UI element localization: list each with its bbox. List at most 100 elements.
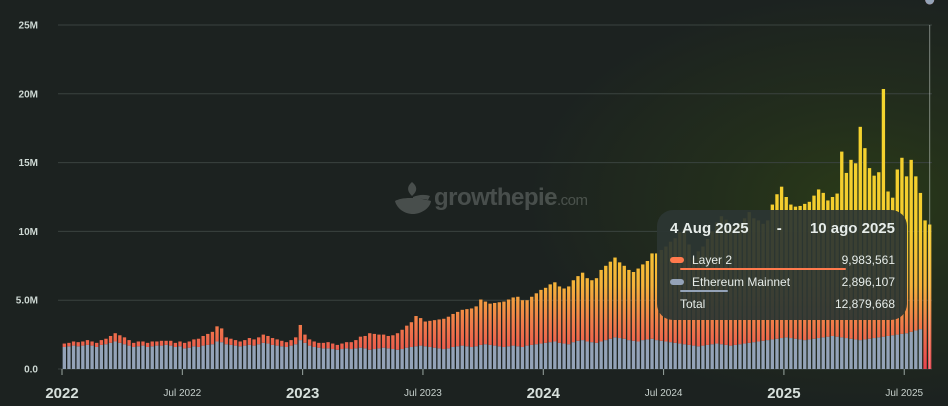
bar-ethereum-mainnet <box>363 348 367 369</box>
bar-ethereum-mainnet <box>432 347 437 369</box>
bar-ethereum-mainnet <box>900 333 904 369</box>
bar-layer-2 <box>590 280 594 343</box>
bar-layer-2 <box>294 337 298 345</box>
tooltip-row-total: Total 12,879,668 <box>670 293 895 315</box>
bar-layer-2 <box>344 342 349 349</box>
bar-ethereum-mainnet <box>914 330 918 369</box>
bar-ethereum-mainnet <box>118 342 122 369</box>
bar-ethereum-mainnet <box>816 338 821 369</box>
bar-ethereum-mainnet <box>442 349 446 369</box>
bar-ethereum-mainnet <box>775 338 779 369</box>
bar-ethereum-mainnet <box>692 345 696 369</box>
bar-layer-2 <box>511 297 515 346</box>
bar-layer-2 <box>201 335 205 346</box>
bar-ethereum-mainnet <box>136 346 141 369</box>
bar-ethereum-mainnet <box>668 342 673 369</box>
bar-layer-2 <box>414 316 418 347</box>
bar-ethereum-mainnet <box>784 337 788 369</box>
bar-layer-2 <box>145 342 150 347</box>
bar-ethereum-mainnet <box>729 345 733 369</box>
bar-layer-2 <box>914 176 918 331</box>
bar-ethereum-mainnet <box>770 339 775 369</box>
bar-layer-2 <box>534 293 539 345</box>
x-tick-label: 2025 <box>767 385 800 402</box>
y-tick-label: 10M <box>19 227 38 238</box>
bar-layer-2 <box>118 335 122 343</box>
bar-ethereum-mainnet <box>400 349 404 369</box>
bar-layer-2 <box>483 301 488 345</box>
bar-ethereum-mainnet <box>807 339 812 369</box>
bar-layer-2 <box>506 299 511 347</box>
bar-layer-2 <box>562 288 566 344</box>
bar-ethereum-mainnet <box>918 329 923 369</box>
bar-layer-2 <box>432 320 437 348</box>
bar-layer-2 <box>650 253 654 339</box>
tooltip-label-ethereum-mainnet: Ethereum Mainnet <box>692 275 791 289</box>
bar-layer-2 <box>654 253 659 341</box>
bar-ethereum-mainnet <box>719 344 724 369</box>
bar-layer-2 <box>321 342 326 349</box>
bar-ethereum-mainnet <box>890 335 895 369</box>
bar-layer-2 <box>386 335 390 349</box>
bar-layer-2 <box>580 272 585 341</box>
bar-ethereum-mainnet <box>830 335 835 369</box>
bar-ethereum-mainnet <box>85 344 90 369</box>
bar-ethereum-mainnet <box>257 344 261 369</box>
bar-ethereum-mainnet <box>354 348 358 369</box>
bar-ethereum-mainnet <box>127 345 131 369</box>
bar-ethereum-mainnet <box>178 346 182 369</box>
x-tick-label: 2024 <box>527 385 561 402</box>
bar-ethereum-mainnet <box>405 347 409 369</box>
bar-layer-2 <box>257 337 261 345</box>
bar-layer-2 <box>331 343 335 350</box>
bar-ethereum-mainnet <box>604 340 608 369</box>
bar-layer-2 <box>617 262 622 339</box>
x-tick-label: Jul 2022 <box>163 388 201 399</box>
bar-ethereum-mainnet <box>326 348 330 369</box>
y-tick-label: 15M <box>19 158 38 169</box>
bar-ethereum-mainnet <box>705 344 710 369</box>
bar-ethereum-mainnet <box>493 345 497 369</box>
bar-ethereum-mainnet <box>219 342 224 369</box>
bar-ethereum-mainnet <box>835 336 839 369</box>
bar-ethereum-mainnet <box>465 346 469 369</box>
bar-ethereum-mainnet <box>395 349 400 369</box>
bar-ethereum-mainnet <box>67 346 71 369</box>
bar-ethereum-mainnet <box>738 344 742 369</box>
bar-layer-2 <box>81 341 85 346</box>
bar-ethereum-mainnet <box>881 336 886 369</box>
bar-ethereum-mainnet <box>312 346 316 369</box>
bar-ethereum-mainnet <box>872 338 876 369</box>
growthepie-watermark: growthepie.com <box>392 178 588 218</box>
bar-layer-2 <box>99 340 104 345</box>
bar-ethereum-mainnet <box>349 349 353 369</box>
bar-layer-2 <box>127 340 131 346</box>
x-tick-label: Jul 2025 <box>885 388 923 399</box>
bar-layer-2 <box>150 341 154 347</box>
bar-ethereum-mainnet <box>682 344 687 369</box>
bar-layer-2 <box>599 269 603 342</box>
bar-layer-2 <box>553 282 557 342</box>
bar-layer-2 <box>187 341 191 348</box>
bar-ethereum-mainnet <box>867 338 872 369</box>
bar-layer-2 <box>219 328 224 343</box>
bar-layer-2 <box>465 309 469 347</box>
bar-layer-2 <box>576 276 580 341</box>
bar-ethereum-mainnet <box>358 347 363 369</box>
bar-layer-2 <box>455 311 460 347</box>
bar-layer-2 <box>418 318 423 346</box>
bar-layer-2 <box>377 334 381 349</box>
bar-layer-2 <box>275 339 279 346</box>
bar-layer-2 <box>594 278 599 343</box>
bar-layer-2 <box>636 268 640 342</box>
y-axis: 0.0 5.0M 10M 15M 20M 25M <box>16 21 39 376</box>
tooltip-total-label: Total <box>680 297 706 311</box>
bar-ethereum-mainnet <box>613 337 617 369</box>
bar-layer-2 <box>136 341 141 347</box>
bar-ethereum-mainnet <box>641 340 645 369</box>
bar-ethereum-mainnet <box>381 347 386 369</box>
bar-ethereum-mainnet <box>409 346 414 369</box>
bar-ethereum-mainnet <box>687 344 691 369</box>
bar-layer-2 <box>243 340 247 346</box>
bar-ethereum-mainnet <box>844 338 849 369</box>
